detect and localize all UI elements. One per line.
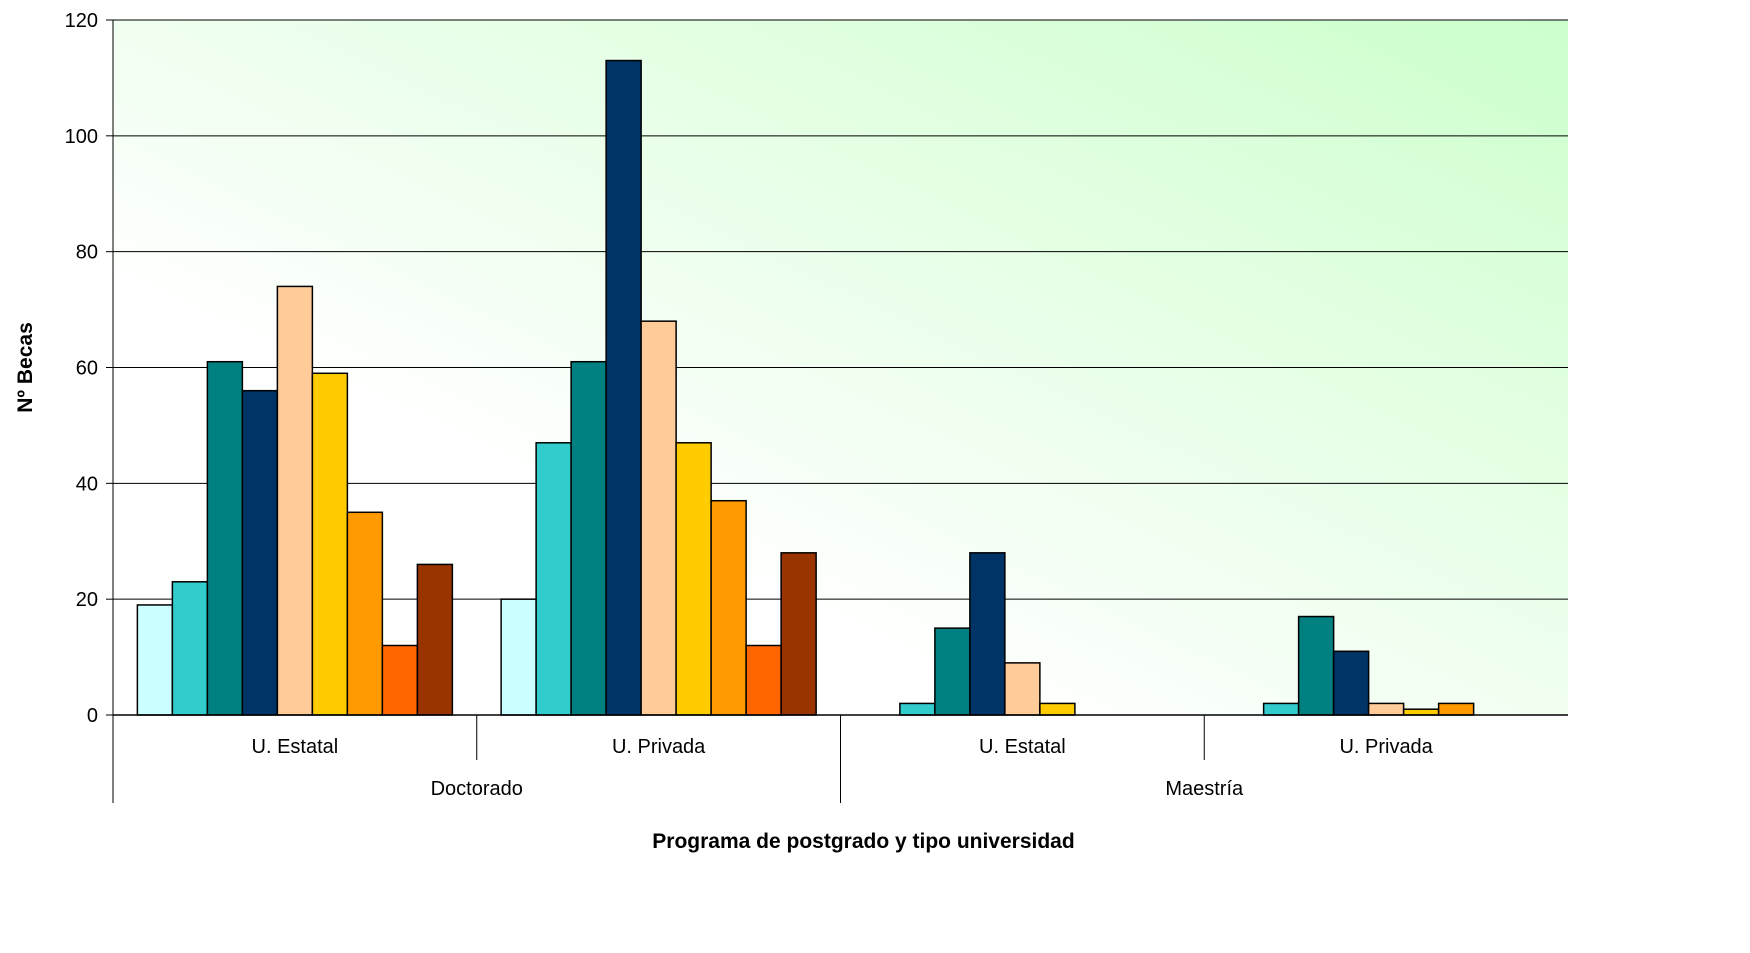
bar xyxy=(1039,702,1076,716)
bar xyxy=(171,581,209,716)
bar xyxy=(206,360,244,716)
bar xyxy=(710,499,747,716)
bar xyxy=(745,644,782,716)
bar xyxy=(1297,615,1335,716)
bar xyxy=(241,389,279,716)
bar xyxy=(675,442,712,716)
x-category-label: U. Estatal xyxy=(252,736,339,758)
y-tick-label: 20 xyxy=(76,589,98,611)
x-category-labels: U. Estatal U. Privada U. Estatal U. Privada… xyxy=(252,736,1434,800)
bar xyxy=(1437,702,1475,716)
axes xyxy=(112,20,1568,803)
y-tick-label: 80 xyxy=(76,242,98,264)
bar xyxy=(934,627,971,716)
bar xyxy=(535,442,572,716)
bar xyxy=(780,552,817,716)
y-tick-label: 60 xyxy=(76,358,98,380)
bar xyxy=(311,372,349,716)
bar xyxy=(969,552,1006,716)
bar xyxy=(500,598,537,716)
bar xyxy=(346,511,384,716)
bar xyxy=(136,604,174,716)
bar xyxy=(899,702,936,716)
x-category-label: U. Estatal xyxy=(979,736,1066,758)
bar xyxy=(1262,702,1300,716)
bar xyxy=(1367,702,1405,716)
bar xyxy=(1402,708,1440,716)
x-group-label: Doctorado xyxy=(431,778,523,800)
bar xyxy=(570,360,607,716)
y-tick-label: 120 xyxy=(65,10,98,32)
y-tick-label: 40 xyxy=(76,473,98,495)
x-category-label: U. Privada xyxy=(1339,736,1433,758)
y-axis-title: Nº Becas xyxy=(14,322,37,413)
bar xyxy=(605,59,642,716)
x-group-label: Maestría xyxy=(1165,778,1244,800)
bar xyxy=(1004,662,1041,716)
bar xyxy=(640,320,677,716)
x-axis-title: Programa de postgrado y tipo universidad xyxy=(652,830,1074,853)
bar xyxy=(381,644,419,716)
bar xyxy=(416,563,454,716)
bar xyxy=(1332,650,1370,716)
y-tick-label: 0 xyxy=(87,705,98,727)
bar xyxy=(276,285,314,716)
bars xyxy=(136,59,1475,716)
y-tick-label: 100 xyxy=(65,126,98,148)
x-category-label: U. Privada xyxy=(612,736,706,758)
y-tick-labels: 0 20 40 60 80 100 120 xyxy=(65,10,113,727)
